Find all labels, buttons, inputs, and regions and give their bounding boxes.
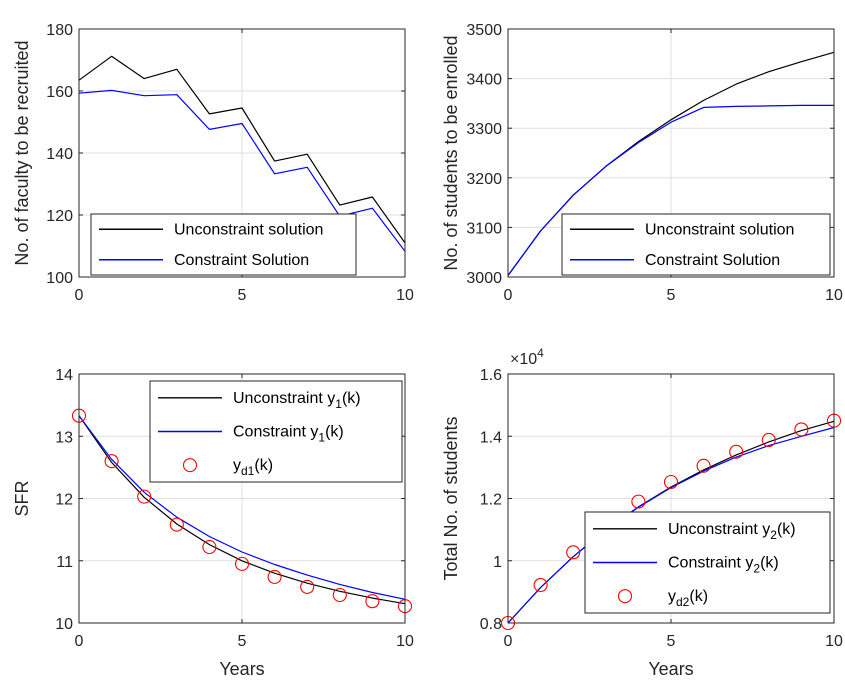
legend-label: Unconstraint solution <box>645 221 794 238</box>
legend-box <box>561 213 831 276</box>
series-line <box>78 55 406 244</box>
series-2 <box>507 426 835 624</box>
legend-label: Unconstraint solution <box>174 221 323 238</box>
x-tick-label: 5 <box>667 633 676 650</box>
data-point <box>169 517 184 532</box>
series-2 <box>507 104 834 276</box>
y-tick-label: 10 <box>55 616 73 633</box>
y-tick-label: 0.8 <box>480 616 502 633</box>
data-point <box>234 556 250 571</box>
x-tick-label: 0 <box>504 633 513 650</box>
data-point <box>137 489 152 504</box>
y-tick-label: 3000 <box>466 270 502 287</box>
legend-box <box>90 213 357 276</box>
legend-label: Unconstraint y2(k) <box>668 521 796 542</box>
data-point <box>566 545 581 560</box>
x-tick-label: 10 <box>825 287 843 304</box>
x-tick-label: 0 <box>75 287 84 304</box>
y-tick-label: 1.6 <box>480 367 502 384</box>
x-tick-label: 10 <box>396 287 414 304</box>
y-tick-label: 160 <box>46 84 73 101</box>
x-axis-label: Years <box>648 659 693 679</box>
y-tick-label: 1.2 <box>480 492 502 509</box>
y-tick-label: 3100 <box>466 220 502 237</box>
legend-item-2: Constraint y2(k) <box>593 555 779 576</box>
legend-label: Constraint y2(k) <box>668 555 779 576</box>
y-tick-label: 120 <box>46 208 73 225</box>
legend-item-1: Unconstraint y1(k) <box>158 390 361 411</box>
legend: Unconstraint y2(k)Constraint y2(k)yd2(k) <box>584 511 831 614</box>
legend: Unconstraint solution Constraint Solution <box>561 213 831 276</box>
x-tick-label: 10 <box>825 633 843 650</box>
y-tick-label: 100 <box>46 270 73 287</box>
y-tick-label: 14 <box>55 367 73 384</box>
series-line <box>507 426 835 624</box>
y-tick-label: 12 <box>55 492 73 509</box>
data-point <box>761 432 776 448</box>
data-point <box>794 422 809 437</box>
y-tick-label: 3400 <box>466 72 502 89</box>
x-tick-label: 0 <box>75 633 84 650</box>
legend-item-2: Constraint Solution <box>99 252 309 269</box>
x-tick-label: 10 <box>396 633 414 650</box>
legend-item-1: Unconstraint solution <box>99 221 323 238</box>
y-axis-label: SFR <box>12 480 32 516</box>
legend-marker <box>617 589 633 604</box>
y-tick-label: 13 <box>55 429 73 446</box>
y-axis-label: No. of students to be enrolled <box>441 35 461 270</box>
y-tick-label: 11 <box>56 554 73 571</box>
axis-multiplier: ×104 <box>510 346 544 368</box>
data-point <box>202 540 217 555</box>
chart-panel-3: 0 5 10 10 11 12 13 14 SFR Years Unconstraint y1(k)… <box>12 367 414 679</box>
legend-item-1: Unconstraint y2(k) <box>593 521 796 542</box>
y-axis-label: No. of faculty to be recruited <box>12 40 32 265</box>
x-tick-label: 0 <box>504 287 513 304</box>
data-point <box>729 444 744 459</box>
y-tick-label: 3200 <box>466 171 502 188</box>
y-tick-label: 180 <box>46 22 73 39</box>
legend-item-2: Constraint Solution <box>570 252 780 269</box>
y-tick-label: 140 <box>46 146 73 163</box>
series-3 <box>71 408 413 614</box>
data-point <box>365 594 380 609</box>
legend: Unconstraint y1(k)Constraint y1(k)yd1(k) <box>149 380 403 483</box>
series-line <box>507 104 834 276</box>
series-line <box>78 415 406 605</box>
x-axis-label: Years <box>219 659 264 679</box>
legend-item-2: Constraint y1(k) <box>158 424 344 445</box>
y-tick-label: 1 <box>493 554 502 571</box>
chart-panel-4: 0 5 10 0.8 1 1.2 1.4 1.6 ×104 Total No. of studen… <box>441 346 843 679</box>
data-point <box>663 474 679 490</box>
chart-panel-1: 0 5 10 100 120 140 160 180 No. of faculty to be … <box>12 22 414 304</box>
legend-label: Constraint Solution <box>645 252 780 269</box>
data-point <box>267 569 282 584</box>
legend-item-1: Unconstraint solution <box>570 221 794 238</box>
legend: Unconstraint solution Constraint Solution <box>90 213 357 276</box>
series-2 <box>78 415 406 600</box>
data-point <box>300 579 315 594</box>
y-tick-label: 3300 <box>466 121 502 138</box>
legend-label: Constraint Solution <box>174 252 309 269</box>
data-point <box>332 587 347 603</box>
data-point <box>533 577 548 593</box>
data-point <box>631 494 646 509</box>
y-tick-label: 3500 <box>466 22 502 39</box>
legend-marker <box>182 458 198 473</box>
legend-label: Unconstraint y1(k) <box>233 390 361 411</box>
series-line <box>78 415 406 600</box>
chart-panel-2: 0 5 10 3000 3100 3200 3300 3400 3500 No. of stude… <box>441 22 843 304</box>
series-1 <box>78 415 406 605</box>
series-1 <box>78 55 406 244</box>
data-point <box>104 454 119 469</box>
y-axis-label: Total No. of students <box>441 416 461 580</box>
data-point <box>696 458 711 473</box>
y-tick-label: 1.4 <box>480 429 502 446</box>
legend-label: Constraint y1(k) <box>233 424 344 445</box>
x-tick-label: 5 <box>667 287 676 304</box>
x-tick-label: 5 <box>238 633 247 650</box>
x-tick-label: 5 <box>238 287 247 304</box>
